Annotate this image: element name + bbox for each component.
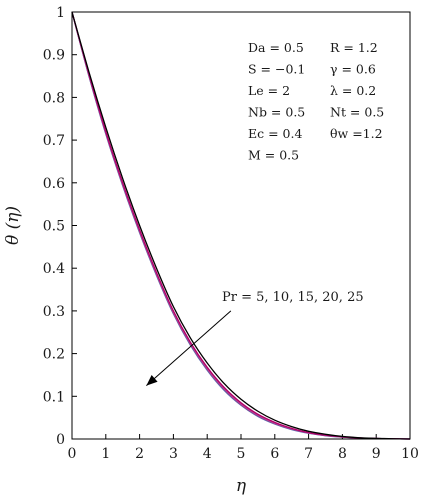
y-tick-label: 0.6 bbox=[43, 176, 65, 192]
parameter-list: Da = 0.5 R = 1.2 S = −0.1 γ = 0.6 Le = 2 λ = … bbox=[248, 40, 384, 163]
y-tick-label: 0.5 bbox=[43, 219, 65, 235]
x-axis-label: η bbox=[236, 476, 247, 496]
y-tick-label: 0.9 bbox=[43, 48, 65, 64]
x-tick-label: 1 bbox=[101, 446, 110, 462]
x-tick-label: 8 bbox=[338, 446, 347, 462]
y-tick-label: 1 bbox=[56, 5, 65, 21]
parameter-label: Nb = 0.5 bbox=[248, 105, 305, 120]
series-lines bbox=[71, 11, 411, 440]
pr-arrow-head bbox=[146, 374, 158, 386]
parameter-label: M = 0.5 bbox=[248, 148, 299, 163]
x-tick-label: 3 bbox=[169, 446, 178, 462]
y-tick-label: 0.3 bbox=[43, 304, 65, 320]
parameter-label: S = −0.1 bbox=[248, 62, 305, 77]
parameter-label: Nt = 0.5 bbox=[330, 105, 384, 120]
y-tick-label: 0.7 bbox=[43, 133, 65, 149]
y-tick-label: 0 bbox=[56, 432, 65, 448]
parameter-label: Ec = 0.4 bbox=[248, 126, 302, 141]
parameter-label: Le = 2 bbox=[248, 83, 290, 98]
pr-annotation-label: Pr = 5, 10, 15, 20, 25 bbox=[222, 290, 364, 305]
parameter-label: γ = 0.6 bbox=[330, 62, 376, 77]
x-tick-label: 7 bbox=[304, 446, 313, 462]
y-tick-label: 0.2 bbox=[43, 347, 65, 363]
x-tick-label: 0 bbox=[68, 446, 77, 462]
x-tick-label: 4 bbox=[203, 446, 212, 462]
y-tick-label: 0.8 bbox=[43, 90, 65, 106]
x-tick-label: 6 bbox=[270, 446, 279, 462]
x-tick-label: 5 bbox=[237, 446, 246, 462]
x-tick-label: 10 bbox=[401, 446, 419, 462]
parameter-label: θw =1.2 bbox=[330, 126, 383, 141]
parameter-label: Da = 0.5 bbox=[248, 40, 304, 55]
y-axis-label: θ (η) bbox=[3, 206, 23, 245]
parameter-label: R = 1.2 bbox=[330, 40, 378, 55]
plot-frame bbox=[71, 11, 411, 440]
x-tick-label: 2 bbox=[135, 446, 144, 462]
series-line-1 bbox=[71, 11, 411, 440]
y-tick-label: 0.4 bbox=[43, 261, 65, 277]
axis-ticks: 0 1 2 3 4 5 6 7 8 9 10 0 0.1 0.2 0.3 0.4 0.5 0.6 0.7 0.8 0.9… bbox=[43, 5, 419, 462]
y-tick-label: 0.1 bbox=[43, 389, 65, 405]
parameter-label: λ = 0.2 bbox=[330, 83, 376, 98]
pr-annotation: Pr = 5, 10, 15, 20, 25 bbox=[146, 290, 364, 386]
pr-arrow-line bbox=[146, 310, 232, 386]
x-tick-label: 9 bbox=[372, 446, 381, 462]
